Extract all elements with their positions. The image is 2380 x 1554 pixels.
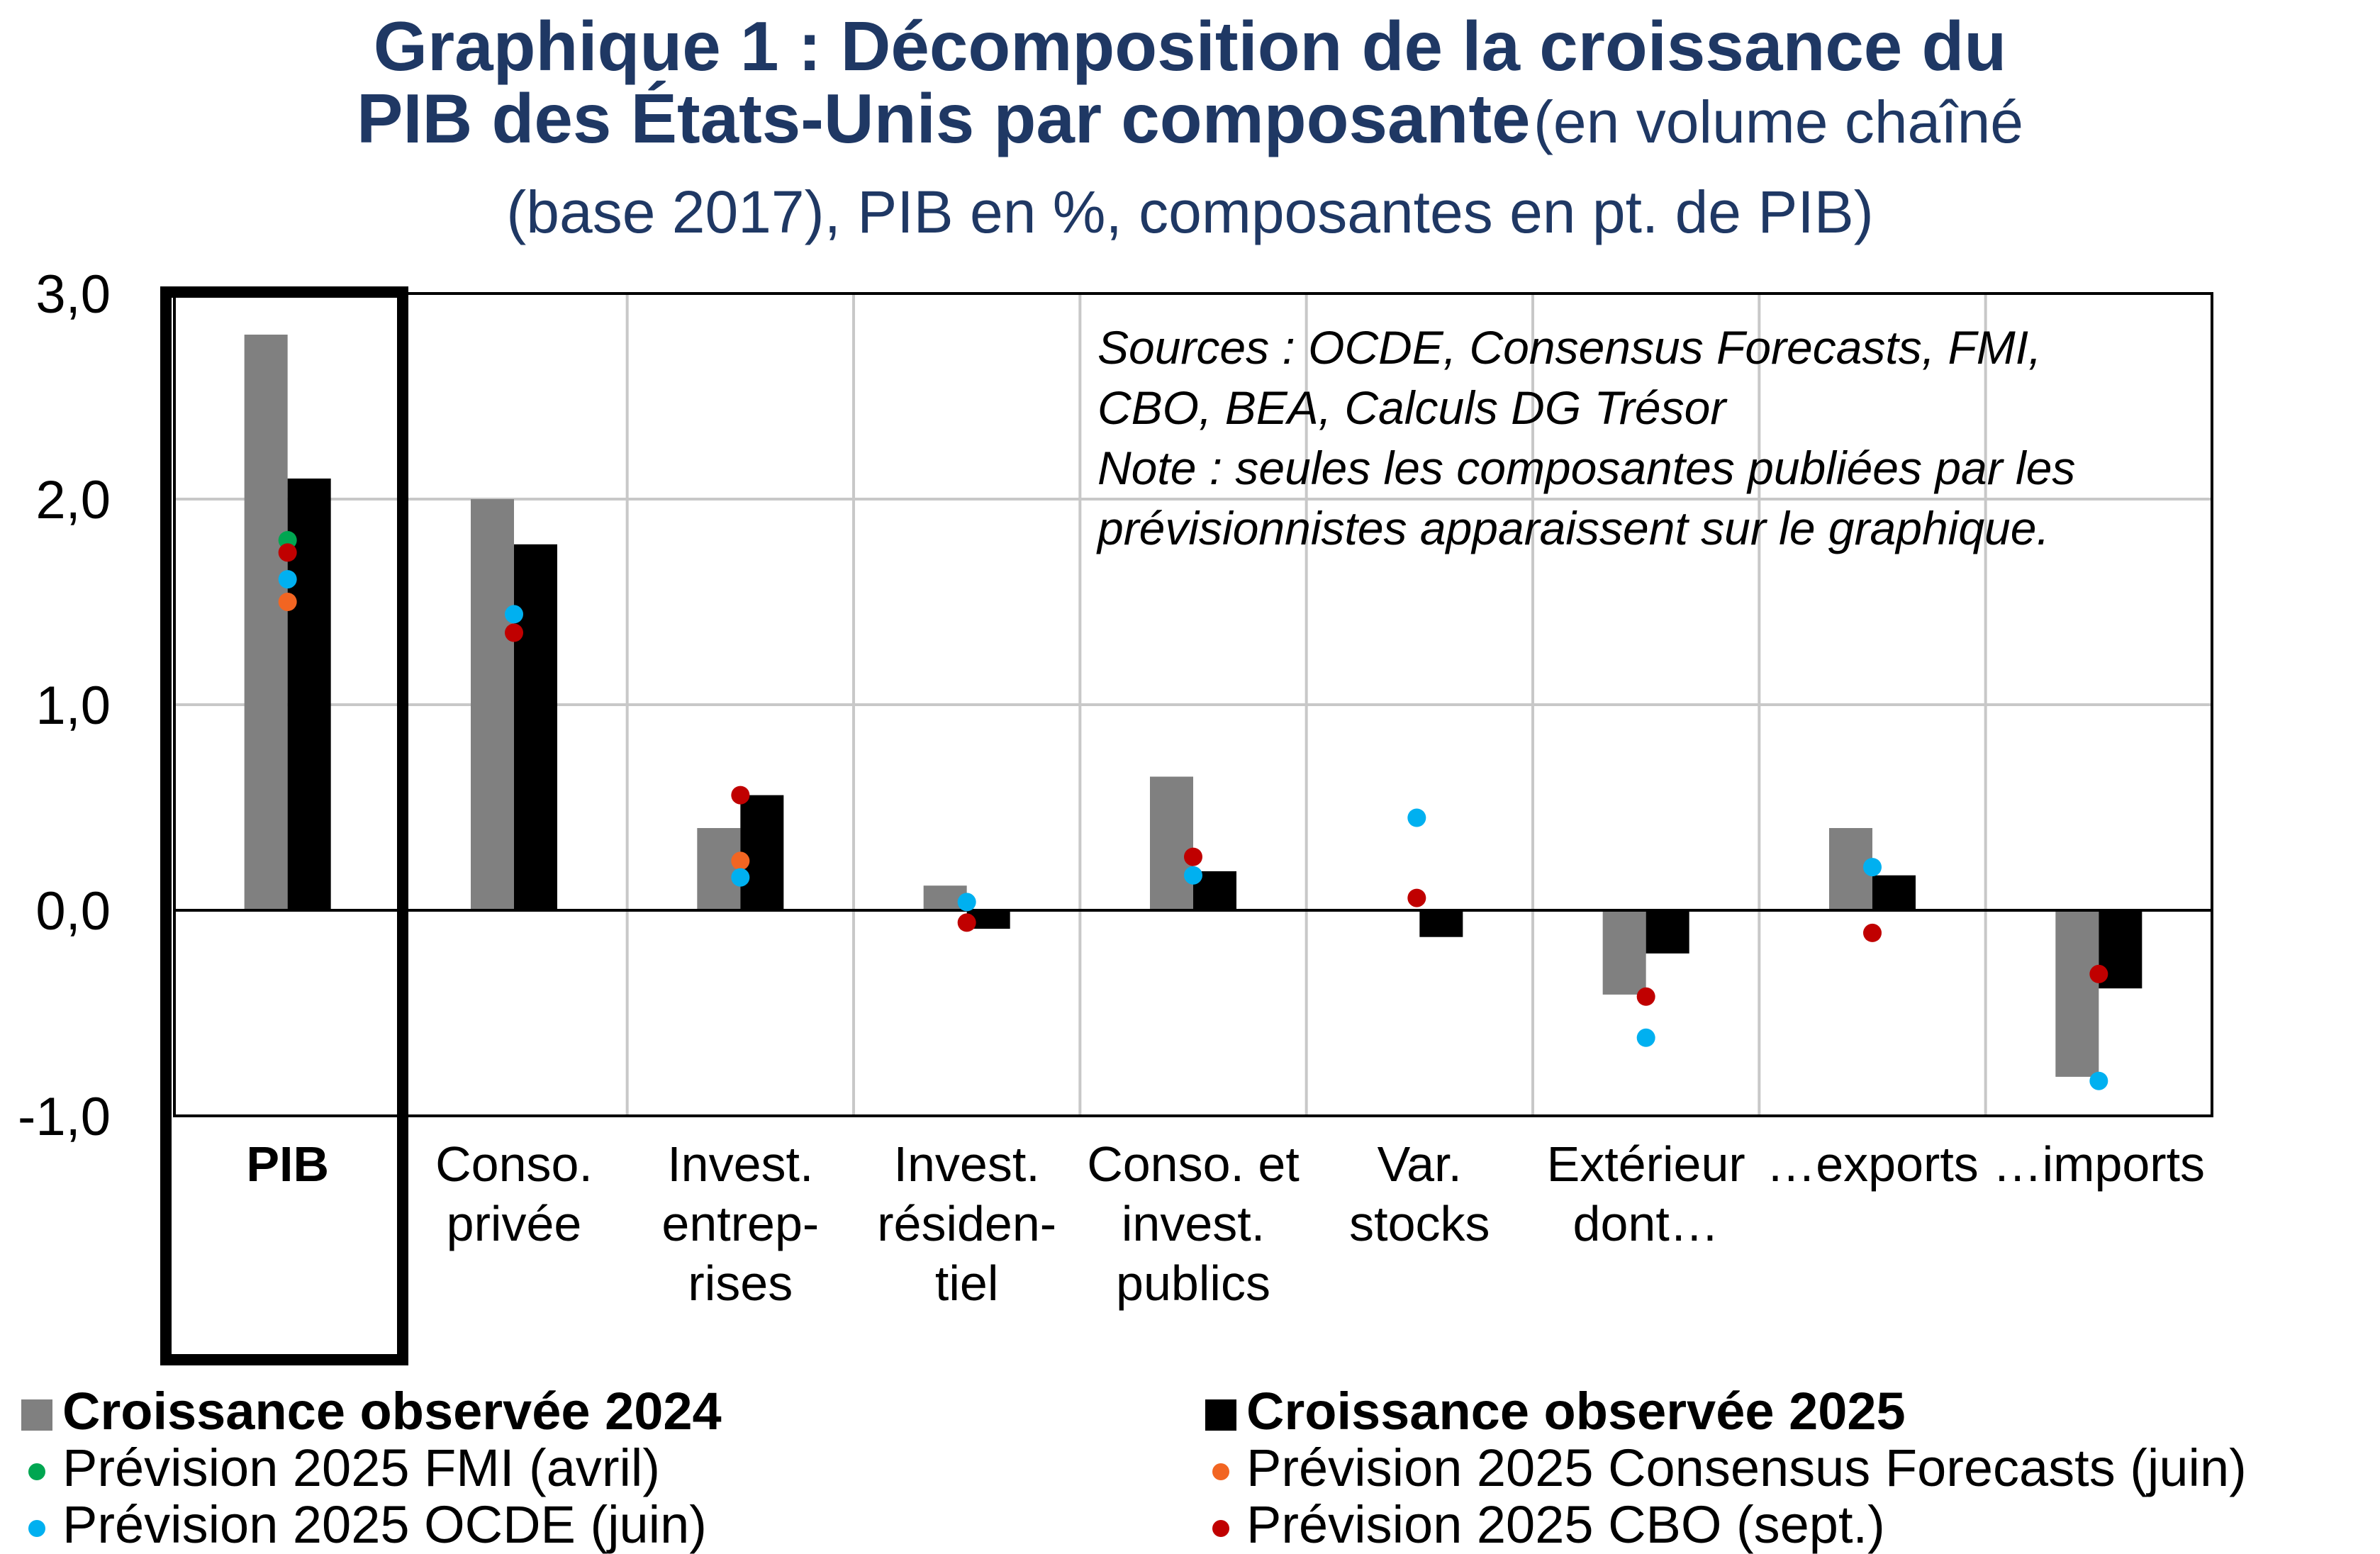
legend-dot-cbo	[1212, 1520, 1229, 1538]
note-line-1: Note : seules les composantes publiées p…	[1097, 442, 2076, 494]
legend-label-ocde: Prévision 2025 OCDE (juin)	[62, 1495, 707, 1554]
point-ocde	[957, 893, 976, 912]
x-axis-labels: PIB Conso.privéeInvest.entrep-risesInvest…	[246, 1136, 2205, 1311]
point-ocde	[1407, 808, 1426, 827]
legend-label-2025: Croissance observée 2025	[1246, 1382, 1906, 1441]
x-category-label: entrep-	[661, 1196, 819, 1251]
x-category-label: invest.	[1122, 1196, 1265, 1251]
point-consensus	[278, 593, 297, 611]
x-category-label: Conso. et	[1087, 1136, 1300, 1192]
bars	[244, 335, 2142, 1077]
x-category-label: privée	[447, 1196, 582, 1251]
bar-2025	[740, 795, 784, 910]
forecast-points	[278, 531, 2108, 1090]
plot-frame	[173, 292, 2213, 1117]
title-line-2-rest: (en volume chaîné	[1533, 89, 2024, 155]
y-tick-label: -1,0	[18, 1087, 111, 1147]
legend-swatch-2025	[1205, 1399, 1236, 1431]
legend-label-cbo: Prévision 2025 CBO (sept.)	[1246, 1495, 1885, 1554]
bar-2024	[1150, 776, 1193, 910]
bar-2024	[2055, 910, 2099, 1077]
bar-2025	[1646, 910, 1689, 954]
x-category-label: PIB	[246, 1136, 329, 1192]
point-cbo	[957, 913, 976, 932]
legend-label-fmi: Prévision 2025 FMI (avril)	[62, 1438, 661, 1497]
sources-note: Sources : OCDE, Consensus Forecasts, FMI…	[1097, 318, 2075, 559]
bar-2024	[471, 499, 514, 910]
x-category-label: résiden-	[877, 1196, 1056, 1251]
point-ocde	[2089, 1071, 2108, 1090]
legend-dot-consensus	[1212, 1463, 1229, 1481]
point-cbo	[278, 543, 297, 562]
y-tick-label: 0,0	[35, 881, 111, 941]
legend-label-2024: Croissance observée 2024	[62, 1382, 722, 1441]
pib-highlight-box	[160, 286, 408, 1365]
title-line-1: Graphique 1 : Décomposition de la croiss…	[373, 7, 2007, 85]
chart-title: Graphique 1 : Décomposition de la croiss…	[0, 10, 2380, 248]
point-ocde	[1863, 858, 1882, 877]
x-category-label: rises	[688, 1256, 793, 1311]
point-cbo	[1407, 888, 1426, 907]
y-axis-ticks: 3,0 2,0 1,0 0,0 -1,0	[18, 264, 111, 1147]
point-ocde	[505, 605, 523, 624]
legend-item-ocde: Prévision 2025 OCDE (juin)	[21, 1497, 707, 1553]
bar-2024	[1602, 910, 1646, 995]
legend-dot-ocde	[28, 1520, 45, 1538]
point-ocde	[1636, 1028, 1655, 1047]
x-category-label: …exports	[1766, 1136, 1979, 1192]
x-category-label: …imports	[1993, 1136, 2205, 1192]
x-category-label: Invest.	[894, 1136, 1040, 1192]
bar-2024	[697, 828, 741, 910]
legend-swatch-2024	[21, 1399, 52, 1431]
note-line-2: prévisionnistes apparaissent sur le grap…	[1097, 502, 2050, 554]
legend-item-cbo: Prévision 2025 CBO (sept.)	[1205, 1497, 1885, 1553]
x-category-label: tiel	[935, 1256, 998, 1311]
x-category-label: publics	[1116, 1256, 1270, 1311]
point-consensus	[731, 851, 750, 871]
legend-item-consensus: Prévision 2025 Consensus Forecasts (juin…	[1205, 1440, 2247, 1497]
point-cbo	[731, 786, 750, 805]
sources-line-1: Sources : OCDE, Consensus Forecasts, FMI…	[1097, 321, 2042, 374]
legend-item-2025: Croissance observée 2025	[1205, 1383, 1906, 1440]
bar-2025	[514, 544, 557, 910]
point-cbo	[505, 623, 523, 642]
x-category-label: Conso.	[435, 1136, 593, 1192]
point-ocde	[731, 868, 750, 887]
sources-line-2: CBO, BEA, Calculs DG Trésor	[1097, 381, 1726, 434]
bar-2025	[1872, 875, 1916, 910]
point-cbo	[1184, 847, 1202, 866]
title-line-2-bold: PIB des États-Unis par composante	[356, 79, 1531, 157]
y-tick-label: 3,0	[35, 264, 111, 325]
x-category-label: Extérieur	[1547, 1136, 1745, 1192]
legend-item-fmi: Prévision 2025 FMI (avril)	[21, 1440, 660, 1497]
y-tick-label: 2,0	[35, 470, 111, 530]
x-category-label: Var.	[1378, 1136, 1462, 1192]
x-category-label: Invest.	[667, 1136, 813, 1192]
point-cbo	[1863, 923, 1882, 942]
point-ocde	[1184, 866, 1202, 885]
x-category-label: stocks	[1349, 1196, 1490, 1251]
bar-2024	[244, 335, 288, 910]
title-line-3: (base 2017), PIB en %, composantes en pt…	[506, 179, 1874, 245]
y-tick-label: 1,0	[35, 676, 111, 736]
point-cbo	[2089, 964, 2108, 983]
point-cbo	[1636, 987, 1655, 1006]
legend-item-2024: Croissance observée 2024	[21, 1383, 722, 1440]
bar-2025	[1419, 910, 1463, 937]
x-category-label: dont…	[1573, 1196, 1719, 1251]
legend-label-consensus: Prévision 2025 Consensus Forecasts (juin…	[1246, 1438, 2247, 1497]
point-ocde	[278, 570, 297, 589]
legend-dot-fmi	[28, 1463, 45, 1481]
